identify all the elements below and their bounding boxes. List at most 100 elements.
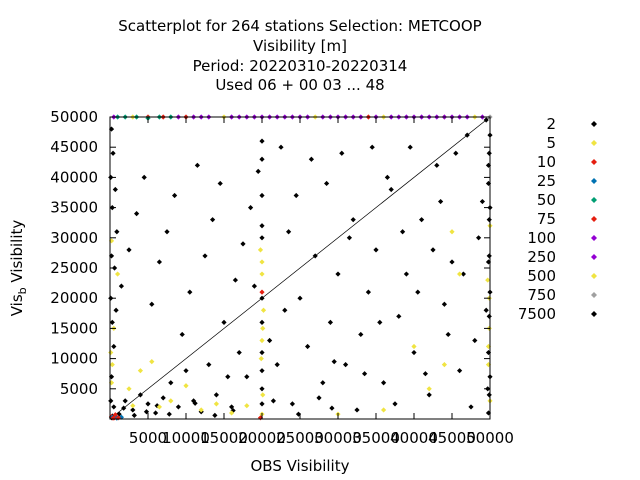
data-point xyxy=(221,319,227,325)
data-point xyxy=(108,349,114,356)
data-point xyxy=(259,386,265,392)
data-point xyxy=(160,395,166,401)
legend-label: 100 xyxy=(527,229,556,247)
data-point xyxy=(305,343,311,350)
diagonal-layer xyxy=(109,116,491,420)
data-point xyxy=(210,217,216,223)
data-point xyxy=(126,247,132,253)
x-tick-label: 10000 xyxy=(162,429,210,447)
legend-marker xyxy=(591,159,597,165)
data-point xyxy=(485,277,491,283)
legend-label: 25 xyxy=(537,172,556,190)
data-point xyxy=(422,371,428,377)
data-point xyxy=(457,368,463,374)
y-tick-label: 10000 xyxy=(50,350,98,368)
data-point xyxy=(486,253,492,259)
y-tick-label: 45000 xyxy=(50,138,98,156)
data-point xyxy=(486,392,492,398)
legend-label: 250 xyxy=(527,248,556,266)
data-point xyxy=(403,271,409,277)
y-tick-label: 30000 xyxy=(50,229,98,247)
data-point xyxy=(407,144,413,150)
data-point xyxy=(297,295,303,301)
data-point xyxy=(282,307,288,313)
data-point xyxy=(483,117,489,123)
data-point xyxy=(453,150,459,156)
data-point xyxy=(137,368,143,374)
data-point xyxy=(257,247,264,253)
data-point xyxy=(369,144,375,150)
x-tick-label: 15000 xyxy=(200,429,248,447)
data-point xyxy=(339,150,345,156)
data-point xyxy=(156,404,162,410)
data-point xyxy=(381,380,387,386)
data-point xyxy=(438,198,444,205)
data-point xyxy=(430,247,436,253)
legend-marker xyxy=(591,292,597,298)
legend-label: 500 xyxy=(527,267,556,285)
data-point xyxy=(468,404,474,410)
data-point xyxy=(384,174,390,180)
data-point xyxy=(411,343,417,350)
data-point xyxy=(258,356,264,362)
data-point xyxy=(346,235,352,241)
data-point xyxy=(485,259,492,265)
data-point xyxy=(426,392,432,398)
data-point xyxy=(259,349,265,356)
data-point xyxy=(365,289,371,295)
x-tick-label: 25000 xyxy=(276,429,324,447)
data-point xyxy=(483,307,489,313)
data-point xyxy=(192,400,198,406)
data-point xyxy=(350,217,356,223)
data-point xyxy=(267,337,273,344)
legend-marker xyxy=(591,273,597,279)
data-point xyxy=(259,235,265,241)
legend-label: 7500 xyxy=(518,305,556,323)
data-point xyxy=(419,217,425,223)
y-tick-label: 5000 xyxy=(60,380,98,398)
data-point xyxy=(449,259,455,265)
data-point xyxy=(156,259,162,265)
data-point xyxy=(183,368,189,374)
x-tick-label: 50000 xyxy=(466,429,514,447)
data-point xyxy=(229,410,235,416)
data-point xyxy=(109,362,115,368)
y-axis-label: Visb Visibility xyxy=(8,220,29,317)
data-point xyxy=(335,271,341,277)
data-point xyxy=(259,259,265,265)
data-point xyxy=(259,368,265,374)
data-point xyxy=(225,374,231,380)
data-point xyxy=(141,174,147,180)
data-point xyxy=(115,271,121,277)
legend-label: 5 xyxy=(546,134,556,152)
data-point xyxy=(149,359,155,365)
data-point xyxy=(464,132,470,138)
data-point xyxy=(324,180,330,187)
y-axis-ticks: 5000 10000 15000 20000 25000 30000 35000 40000 4… xyxy=(50,108,490,398)
data-point xyxy=(259,156,265,162)
data-point xyxy=(259,138,265,144)
legend-label: 75 xyxy=(537,210,556,228)
data-point xyxy=(259,401,265,407)
y-tick-label: 25000 xyxy=(50,259,98,277)
data-point xyxy=(449,229,455,235)
data-point xyxy=(377,319,383,325)
legend-label: 10 xyxy=(537,153,556,171)
data-point xyxy=(445,331,451,338)
title-line-4: Used 06 + 00 03 ... 48 xyxy=(215,76,384,94)
x-tick-label: 35000 xyxy=(352,429,400,447)
legend-marker xyxy=(591,197,597,203)
data-point xyxy=(434,162,440,168)
data-point xyxy=(213,392,219,398)
y-tick-label: 35000 xyxy=(50,199,98,217)
data-point xyxy=(213,401,219,407)
data-point xyxy=(327,319,333,325)
data-point xyxy=(244,374,250,380)
data-point xyxy=(316,395,322,401)
data-point xyxy=(118,414,124,420)
data-point xyxy=(426,386,432,392)
data-point xyxy=(118,283,124,289)
data-point xyxy=(108,398,114,404)
data-point xyxy=(112,186,118,193)
data-point xyxy=(457,271,463,277)
